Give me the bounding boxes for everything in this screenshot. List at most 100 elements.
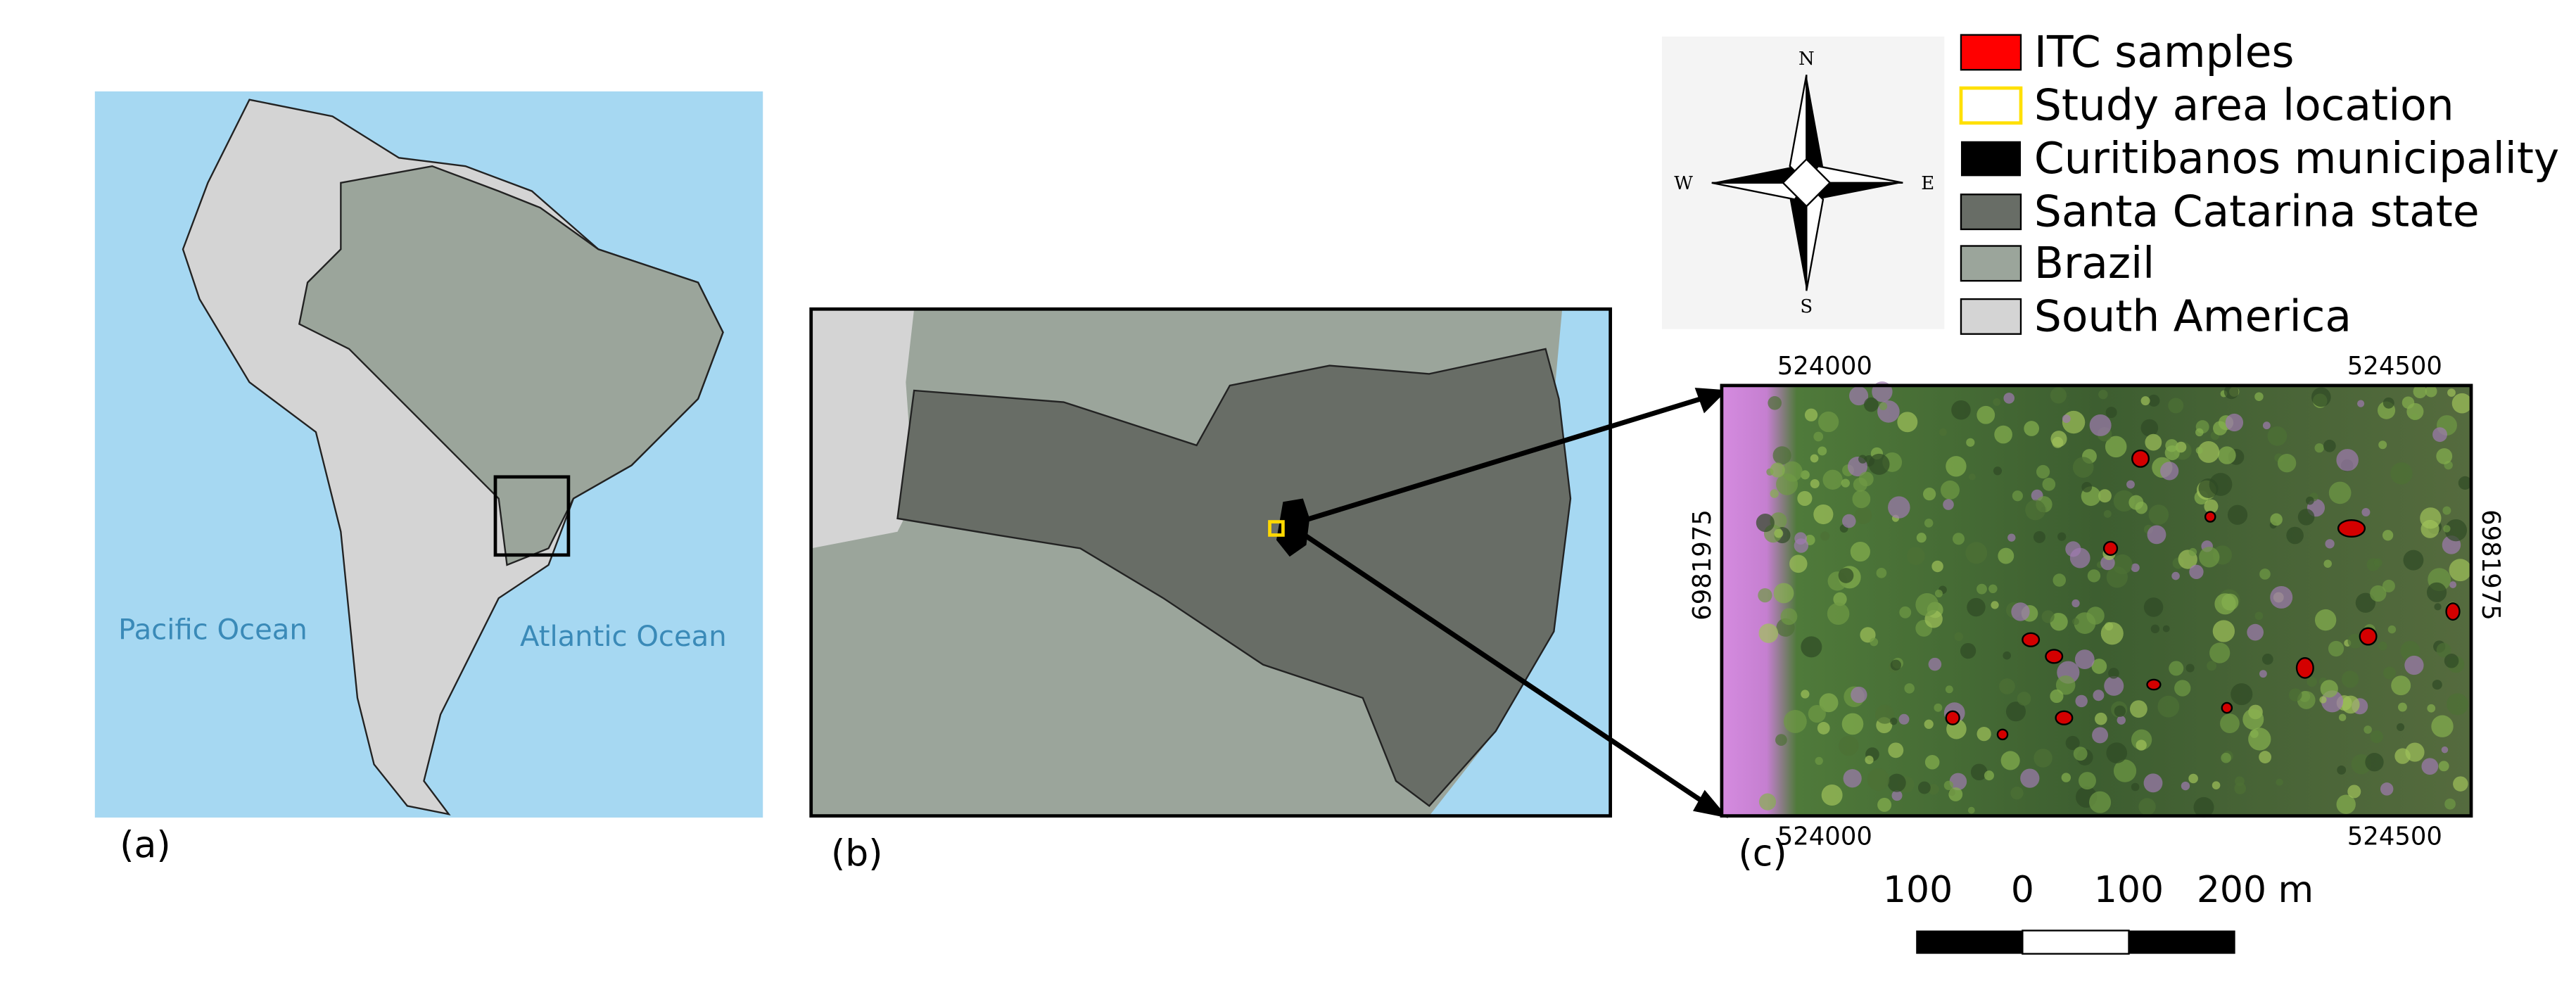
canopy-dot: [2189, 564, 2204, 579]
canopy-dot: [1865, 755, 1874, 765]
scale-label: 100: [2094, 869, 2164, 911]
canopy-dot: [2025, 500, 2046, 521]
canopy-dot: [2453, 776, 2468, 792]
coord-label: 524500: [2347, 822, 2442, 851]
canopy-dot: [2347, 633, 2363, 649]
canopy-dot: [1758, 793, 1777, 811]
canopy-dot: [1870, 637, 1879, 647]
canopy-dot: [2378, 641, 2387, 651]
itc-sample: [2102, 540, 2119, 556]
canopy-dot: [1897, 412, 1918, 433]
panel-label: (a): [120, 824, 170, 866]
canopy-dot: [1977, 726, 1991, 742]
canopy-dot: [1770, 462, 1785, 478]
canopy-dot: [1839, 735, 1859, 756]
canopy-dot: [1815, 756, 1823, 766]
canopy-dot: [2010, 786, 2024, 800]
canopy-dot: [2147, 525, 2166, 545]
canopy-dot: [2337, 765, 2347, 775]
canopy-dot: [2390, 462, 2413, 485]
canopy-dot: [1789, 554, 1808, 573]
canopy-dot: [2305, 496, 2314, 505]
canopy-dot: [2103, 509, 2112, 518]
canopy-dot: [2017, 692, 2031, 706]
canopy-dot: [1915, 592, 1939, 616]
scale-label: 0: [2011, 869, 2034, 911]
canopy-dot: [1877, 797, 1892, 812]
canopy-dot: [1934, 590, 1943, 598]
canopy-dot: [2098, 389, 2108, 400]
canopy-dot: [1934, 703, 1943, 712]
canopy-dot: [1984, 770, 1994, 781]
itc-sample: [1945, 710, 1960, 725]
canopy-dot: [2069, 547, 2090, 569]
canopy-dot: [2207, 661, 2217, 671]
canopy-dot: [2087, 569, 2101, 583]
canopy-dot: [1939, 428, 1947, 436]
canopy-dot: [2364, 725, 2372, 734]
canopy-dot: [2198, 478, 2219, 498]
canopy-dot: [1888, 496, 1910, 519]
canopy-dot: [1890, 659, 1901, 671]
canopy-dot: [1817, 411, 1839, 433]
canopy-dot: [2391, 675, 2411, 696]
canopy-dot: [2052, 573, 2067, 587]
canopy-dot: [2062, 414, 2071, 424]
legend-label: Santa Catarina state: [2034, 187, 2480, 237]
canopy-dot: [1967, 597, 1986, 617]
canopy-dot: [2270, 585, 2293, 609]
canopy-dot: [1819, 693, 1839, 713]
canopy-dot: [2403, 550, 2424, 571]
itc-sample: [1996, 728, 2009, 741]
canopy-dot: [2221, 593, 2239, 611]
canopy-dot: [2138, 798, 2156, 815]
canopy-dot: [1874, 704, 1895, 724]
canopy-dot: [1988, 584, 1998, 594]
canopy-dot: [2378, 440, 2387, 450]
frame: [1720, 383, 2473, 818]
itc-samples: [1945, 449, 2461, 741]
canopy-dot: [2195, 447, 2203, 455]
canopy-dot: [2042, 478, 2056, 491]
canopy-dot: [1841, 478, 1850, 488]
canopy-dot: [1960, 642, 1977, 659]
canopy-dot: [2380, 782, 2394, 796]
legend: ITC samples Study area location Curitiba…: [1959, 27, 2559, 342]
scale-segment: [1916, 930, 2023, 954]
canopy-dot: [2003, 393, 2015, 404]
canopy-dot: [1904, 683, 1915, 694]
canopy-dot: [1843, 769, 1862, 788]
scale-segment: [2128, 930, 2235, 954]
canopy-dot: [2328, 640, 2345, 657]
canopy-dot: [2336, 449, 2359, 471]
legend-label: ITC samples: [2034, 27, 2295, 77]
canopy-dot: [2157, 695, 2180, 718]
panel-c: 524000 524500 524000 524500 6981975 6981…: [1688, 352, 2505, 875]
canopy-dot: [1817, 446, 1827, 456]
canopy-dot: [2188, 773, 2198, 784]
canopy-dot: [1924, 519, 1934, 528]
canopy-dot: [1928, 784, 1939, 795]
canopy-dot: [2406, 402, 2424, 420]
legend-swatch: [1960, 298, 2022, 335]
canopy-dot: [2370, 730, 2384, 744]
panel-b: (b): [809, 307, 1613, 875]
canopy-texture: [1756, 381, 2473, 818]
canopy-dot: [1817, 722, 1830, 735]
canopy-dot: [2432, 427, 2447, 443]
canopy-dot: [2397, 723, 2405, 731]
canopy-dot: [1808, 704, 1826, 723]
canopy-dot: [2314, 443, 2324, 453]
canopy-dot: [1768, 395, 1782, 410]
canopy-dot: [1888, 742, 1904, 758]
canopy-dot: [1969, 473, 1976, 481]
legend-label: South America: [2034, 292, 2352, 342]
canopy-dot: [2093, 690, 2105, 701]
canopy-dot: [2050, 387, 2067, 404]
canopy-dot: [2000, 751, 2020, 770]
canopy-dot: [1917, 781, 1931, 794]
ocean: [1429, 309, 1611, 816]
ocean-label: Pacific Ocean: [118, 614, 307, 646]
canopy-dot: [2055, 675, 2076, 695]
canopy-dot: [2373, 558, 2383, 567]
